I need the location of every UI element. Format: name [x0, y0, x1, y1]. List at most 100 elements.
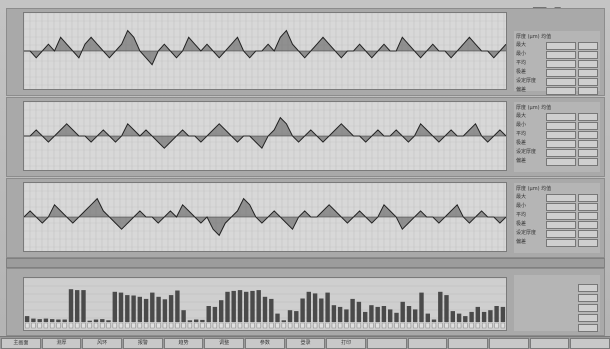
airring-bar: [375, 306, 380, 322]
bar-index-box: [244, 322, 249, 329]
stat-row: 偏差: [516, 86, 598, 95]
bar-index-box: [37, 322, 42, 329]
taskbar-button[interactable]: 测厚: [41, 338, 82, 349]
taskbar-button[interactable]: [367, 338, 407, 349]
stat-row: 设定厚度: [516, 77, 598, 86]
thickness-chart-1: [24, 13, 506, 89]
bar-index-box: [87, 322, 92, 329]
stat-row: 平均: [516, 211, 598, 220]
bar-index-box: [457, 322, 462, 329]
taskbar-button[interactable]: [489, 338, 529, 349]
bar-index-box: [31, 322, 36, 329]
taskbar-button[interactable]: 参数: [245, 338, 285, 349]
taskbar-button[interactable]: [570, 338, 610, 349]
bar-index-box: [406, 322, 412, 329]
taskbar-button[interactable]: 趋势: [163, 338, 204, 349]
panel-separator: [6, 258, 605, 268]
airring-bar: [350, 298, 355, 322]
taskbar-button[interactable]: 打印: [326, 338, 366, 349]
airring-bar: [62, 319, 67, 322]
airring-bar: [162, 299, 168, 322]
airring-bar: [300, 298, 305, 322]
airring-bar: [306, 291, 311, 322]
bar-index-box: [250, 322, 255, 329]
bar-index-box: [469, 322, 474, 329]
airring-bar: [150, 292, 155, 322]
stats-panel-2: 厚度 (μm) 均值 最大 最小 平均 极差 设定厚度 偏差: [514, 102, 600, 172]
airring-bar: [294, 311, 299, 322]
airring-bar: [287, 310, 293, 322]
airring-bar: [43, 318, 49, 322]
bar-index-box: [313, 322, 318, 329]
airring-bar: [488, 310, 493, 322]
airring-bar: [131, 295, 136, 322]
stats-title: 厚度 (μm) 均值: [516, 186, 552, 192]
stat-row: 平均: [516, 130, 598, 139]
bar-index-box: [125, 322, 130, 329]
bar-index-box: [300, 322, 305, 329]
bar-index-box: [137, 322, 142, 329]
stat-row: 最小: [516, 202, 598, 211]
bar-index-box: [200, 322, 205, 329]
airring-bar: [450, 311, 455, 322]
stats-title: 厚度 (μm) 均值: [516, 34, 552, 40]
bar-index-box: [106, 322, 111, 329]
airring-bar: [93, 319, 99, 322]
bar-index-box: [150, 322, 155, 329]
bar-index-box: [281, 322, 286, 329]
bar-index-box: [269, 322, 274, 329]
taskbar-button[interactable]: 主画面: [1, 338, 41, 349]
airring-bar: [31, 318, 36, 322]
taskbar-button[interactable]: 风环: [82, 338, 122, 349]
taskbar-button[interactable]: 报警: [123, 338, 163, 349]
stat-row: [516, 313, 598, 322]
stat-row: 偏差: [516, 157, 598, 166]
stat-row: 最大: [516, 112, 598, 121]
bar-index-box: [325, 322, 330, 329]
airring-bar: [37, 319, 42, 322]
bar-index-box: [187, 322, 192, 329]
bar-index-box: [131, 322, 136, 329]
airring-bar: [256, 290, 261, 322]
taskbar-button[interactable]: [448, 338, 488, 349]
airring-side: [514, 275, 600, 332]
airring-bar: [68, 289, 74, 322]
airring-bar: [194, 319, 199, 322]
airring-bar: [200, 319, 205, 322]
stat-row: 设定厚度: [516, 148, 598, 157]
taskbar-button[interactable]: [529, 338, 570, 349]
bar-index-box: [438, 322, 443, 329]
bar-index-box: [62, 322, 67, 329]
bottom-taskbar: 主画面 测厚 风环 报警 趋势 调整 参数 登录 打印: [0, 336, 610, 349]
bar-index-box: [175, 322, 180, 329]
bar-index-box: [375, 322, 380, 329]
airring-bar: [244, 291, 249, 322]
bar-index-box: [56, 322, 61, 329]
airring-bar: [212, 306, 218, 322]
bar-index-box: [394, 322, 399, 329]
bar-index-box: [81, 322, 86, 329]
stat-row: 最大: [516, 41, 598, 50]
bar-index-box: [118, 322, 124, 329]
taskbar-button[interactable]: [407, 338, 448, 349]
bar-index-box: [143, 322, 149, 329]
bar-index-box: [156, 322, 161, 329]
airring-bar: [175, 290, 180, 322]
airring-bar: [269, 298, 274, 322]
stat-row: 设定厚度: [516, 229, 598, 238]
airring-bar: [225, 291, 230, 322]
airring-bar: [456, 313, 462, 322]
thickness-chart-3: [24, 183, 506, 251]
stat-row: [516, 293, 598, 302]
airring-bar: [419, 292, 424, 322]
airring-bar: [24, 316, 30, 322]
taskbar-button[interactable]: 调整: [204, 338, 244, 349]
airring-bar: [262, 296, 268, 322]
thickness-panel-1: 厚度 (μm) 均值 最大 最小 平均 极差 设定厚度 偏差: [6, 8, 605, 96]
taskbar-button[interactable]: 登录: [285, 338, 326, 349]
airring-bar: [356, 301, 362, 322]
thickness-line: [24, 197, 506, 237]
airring-bar: [50, 319, 55, 322]
airring-bar: [319, 298, 324, 322]
thickness-line: [24, 116, 506, 150]
